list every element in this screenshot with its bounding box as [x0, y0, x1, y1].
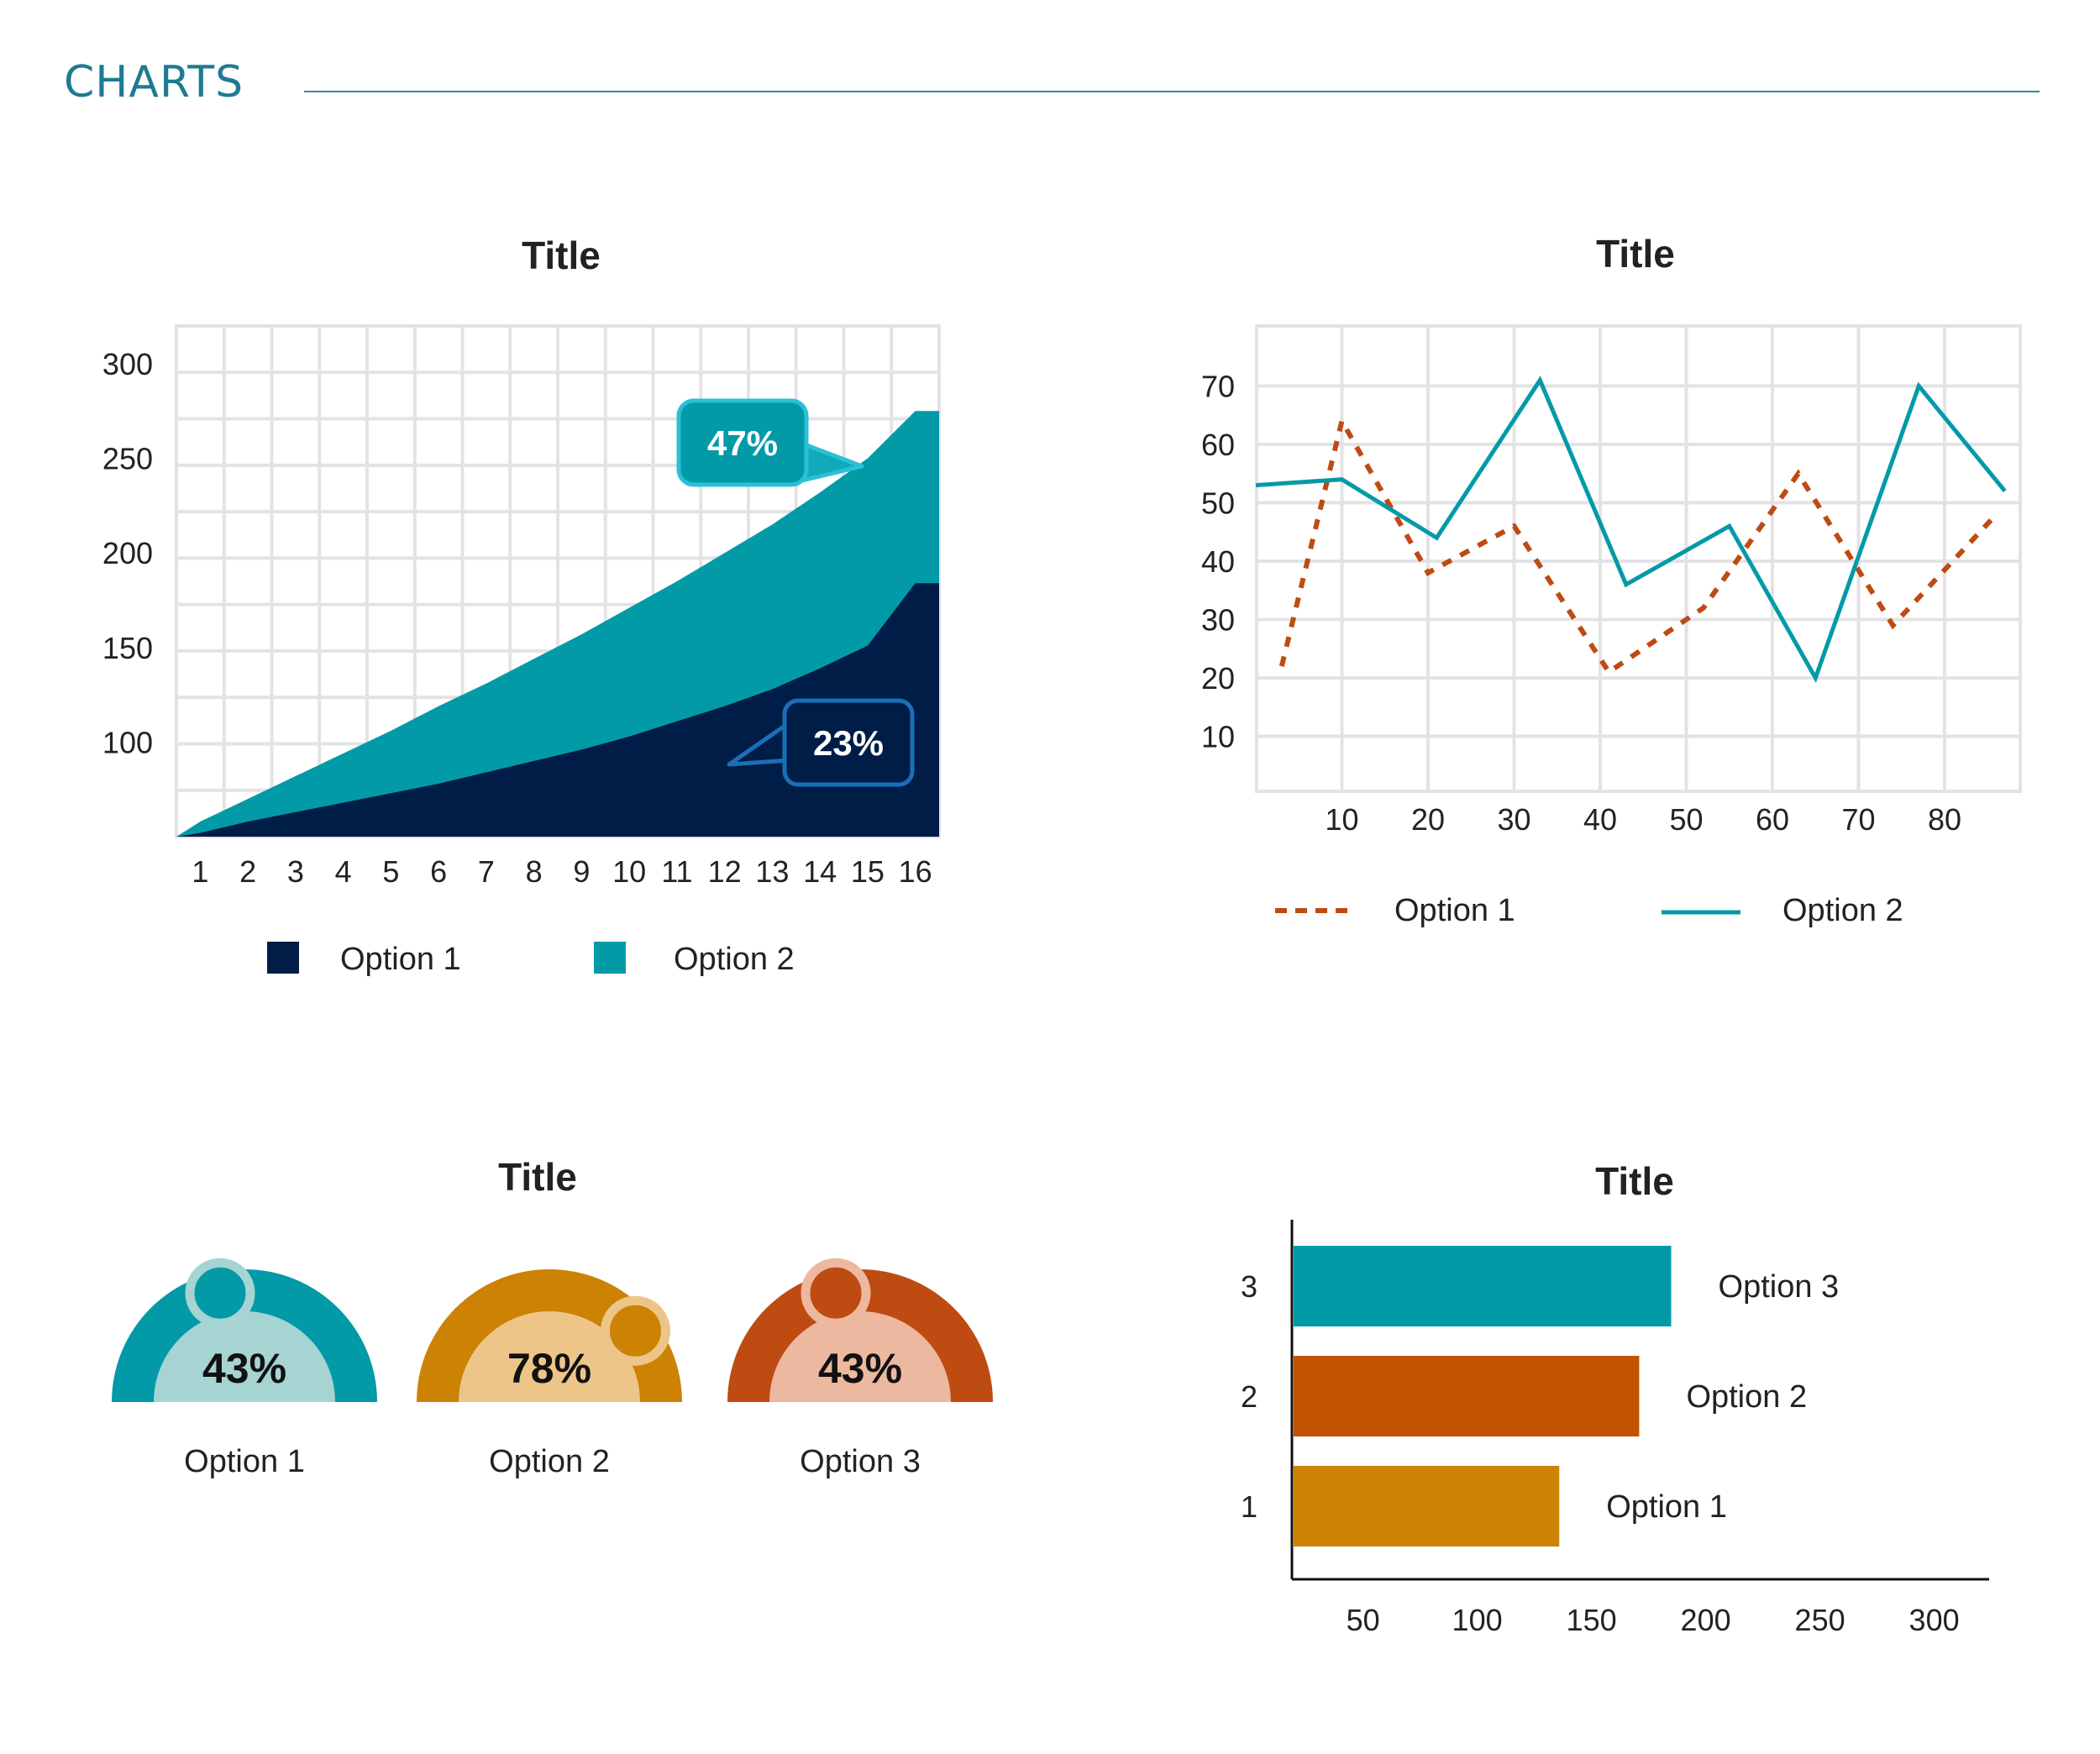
- bar-x-tick: 50: [1347, 1603, 1380, 1637]
- gauge-inner-option-3: [769, 1311, 951, 1402]
- page-header: CHARTS: [0, 0, 2100, 168]
- gauge-label-option-2: Option 2: [489, 1444, 610, 1479]
- bar-x-tick: 200: [1681, 1603, 1731, 1637]
- bar-label-option-1: Option 1: [1606, 1489, 1727, 1525]
- gauge-inner-option-1: [154, 1311, 335, 1402]
- area-x-tick: 14: [803, 854, 837, 889]
- gauge-label-option-3: Option 3: [800, 1444, 921, 1479]
- bar-option-2: [1294, 1356, 1640, 1436]
- line-x-tick: 70: [1841, 802, 1875, 837]
- area-x-tick: 15: [851, 854, 885, 889]
- line-chart-frame: [1255, 324, 2022, 793]
- area-y-tick: 250: [102, 442, 153, 476]
- area-y-tick: 150: [102, 631, 153, 665]
- page-heading: CHARTS: [64, 57, 244, 108]
- area-y-tick: 100: [102, 725, 153, 759]
- gauge-label-option-1: Option 1: [184, 1444, 305, 1479]
- area-x-tick: 3: [287, 854, 304, 889]
- line-y-tick: 30: [1201, 603, 1235, 638]
- bar-chart-title: Title: [1595, 1159, 1674, 1203]
- area-x-tick: 2: [239, 854, 256, 889]
- bar-x-tick: 100: [1452, 1603, 1503, 1637]
- area-legend-label-option-1: Option 1: [340, 942, 461, 977]
- bar-y-tick: 1: [1241, 1489, 1257, 1524]
- area-legend-swatch-option-2: [594, 942, 626, 974]
- area-legend-swatch-option-1: [267, 942, 299, 974]
- line-y-tick: 60: [1201, 428, 1235, 462]
- area-x-tick: 6: [430, 854, 447, 889]
- gauge-chart-title: Title: [498, 1155, 577, 1199]
- area-chart-title: Title: [522, 234, 601, 277]
- area-series-option-1: [176, 583, 939, 837]
- bar-label-option-2: Option 2: [1686, 1379, 1807, 1415]
- area-x-tick: 11: [661, 854, 692, 889]
- heading-rule: [304, 91, 2040, 92]
- line-y-tick: 70: [1201, 370, 1235, 404]
- callout-47-box: [676, 398, 809, 487]
- line-x-tick: 60: [1756, 802, 1789, 837]
- bar-option-1: [1294, 1466, 1560, 1547]
- area-x-tick: 8: [526, 854, 543, 889]
- line-x-tick: 50: [1669, 802, 1703, 837]
- callout-23-label: 23%: [813, 723, 884, 763]
- line-y-tick: 50: [1201, 486, 1235, 521]
- area-x-tick: 5: [382, 854, 399, 889]
- line-y-tick: 10: [1201, 720, 1235, 754]
- line-y-tick: 40: [1201, 544, 1235, 579]
- area-x-tick: 13: [755, 854, 789, 889]
- line-legend-label-option-2: Option 2: [1782, 893, 1903, 928]
- bar-y-tick: 3: [1241, 1269, 1257, 1304]
- bar-y-tick: 2: [1241, 1379, 1257, 1414]
- line-x-tick: 80: [1928, 802, 1961, 837]
- area-x-tick: 16: [899, 854, 932, 889]
- line-chart-title: Title: [1596, 232, 1675, 276]
- gauge-value-option-3: 43%: [818, 1345, 902, 1392]
- area-x-tick: 1: [192, 854, 208, 889]
- area-x-tick: 10: [612, 854, 646, 889]
- line-x-tick: 20: [1411, 802, 1445, 837]
- gauge-value-option-2: 78%: [507, 1345, 591, 1392]
- area-x-tick: 9: [573, 854, 590, 889]
- area-x-tick: 4: [335, 854, 352, 889]
- area-y-tick: 300: [102, 347, 153, 381]
- gauge-indicator-option-1: [185, 1258, 255, 1328]
- gauge-indicator-option-3: [801, 1258, 871, 1328]
- gauge-inner-option-2: [459, 1311, 640, 1402]
- area-x-tick: 12: [708, 854, 742, 889]
- area-y-tick: 200: [102, 536, 153, 570]
- line-series-option-1: [1278, 414, 1998, 676]
- bar-x-tick: 300: [1909, 1603, 1960, 1637]
- area-legend-label-option-2: Option 2: [674, 942, 795, 977]
- line-x-tick: 10: [1325, 802, 1358, 837]
- bar-x-tick: 150: [1567, 1603, 1617, 1637]
- gauge-value-option-1: 43%: [202, 1345, 286, 1392]
- line-x-tick: 40: [1583, 802, 1617, 837]
- bar-x-tick: 250: [1795, 1603, 1845, 1637]
- line-series-option-2: [1255, 375, 2007, 683]
- gauge-indicator-option-2: [600, 1295, 670, 1366]
- bar-option-3: [1294, 1246, 1672, 1326]
- line-x-tick: 30: [1497, 802, 1530, 837]
- line-legend-label-option-1: Option 1: [1394, 893, 1515, 928]
- callout-47-label: 47%: [707, 423, 778, 463]
- callout-23-box: [782, 698, 915, 787]
- line-y-tick: 20: [1201, 661, 1235, 696]
- area-x-tick: 7: [478, 854, 495, 889]
- bar-label-option-3: Option 3: [1719, 1269, 1840, 1305]
